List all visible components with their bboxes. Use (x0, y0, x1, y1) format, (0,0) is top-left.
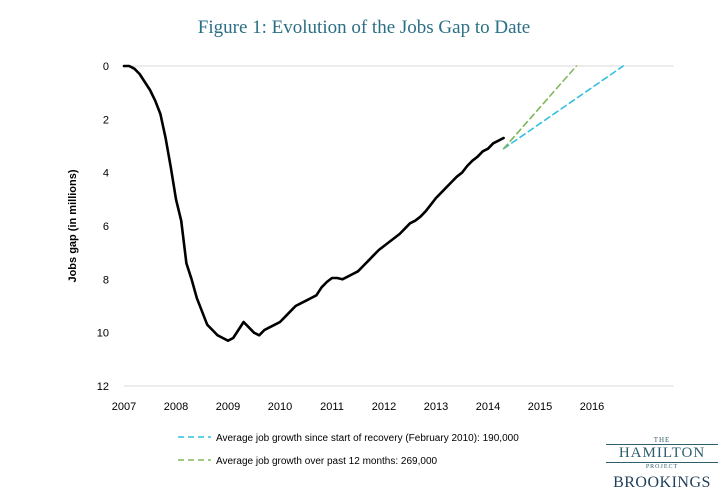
series-layer (122, 64, 625, 343)
past-12-months-projection-line (502, 65, 578, 150)
recovery-projection-line (502, 65, 625, 150)
legend: Average job growth since start of recove… (178, 433, 519, 467)
x-tick-label-2010: 2010 (268, 401, 292, 413)
x-tick-label-2007: 2007 (112, 401, 136, 413)
x-tick-label-2015: 2015 (528, 401, 552, 413)
x-tick-label-2011: 2011 (320, 401, 344, 413)
y-tick-label-6: 6 (103, 221, 109, 233)
y-axis-ticks: 0 2 4 6 8 10 12 (97, 61, 109, 393)
y-tick-label-2: 2 (103, 114, 109, 126)
y-tick-label-0: 0 (103, 61, 109, 73)
y-axis-title: Jobs gap (in millions) (67, 169, 79, 282)
legend-item-past-12-months-label: Average job growth over past 12 months: … (216, 456, 438, 467)
logo-project: PROJECT (645, 464, 679, 470)
x-tick-label-2009: 2009 (216, 401, 240, 413)
x-tick-label-2012: 2012 (372, 401, 396, 413)
x-axis-ticks: 2007 2008 2009 2010 2011 2012 2013 2014 2015 2016 (112, 401, 604, 413)
logo-hamilton: HAMILTON (606, 444, 718, 463)
x-tick-label-2013: 2013 (424, 401, 448, 413)
legend-item-recovery-label: Average job growth since start of recove… (216, 433, 519, 444)
x-tick-label-2014: 2014 (476, 401, 500, 413)
y-tick-label-12: 12 (97, 381, 109, 393)
chart-title: Figure 1: Evolution of the Jobs Gap to D… (197, 17, 531, 38)
grid-layer (124, 65, 674, 387)
logo-brookings: BROOKINGS (613, 474, 711, 491)
x-tick-label-2008: 2008 (164, 401, 188, 413)
y-tick-label-4: 4 (103, 168, 109, 180)
logo-the: THE (653, 436, 671, 444)
y-tick-label-10: 10 (97, 328, 109, 340)
y-tick-label-8: 8 (103, 274, 109, 286)
hamilton-brookings-logo: THE HAMILTON PROJECT BROOKINGS (606, 436, 718, 492)
jobs-gap-line (122, 64, 505, 343)
x-tick-label-2016: 2016 (580, 401, 604, 413)
